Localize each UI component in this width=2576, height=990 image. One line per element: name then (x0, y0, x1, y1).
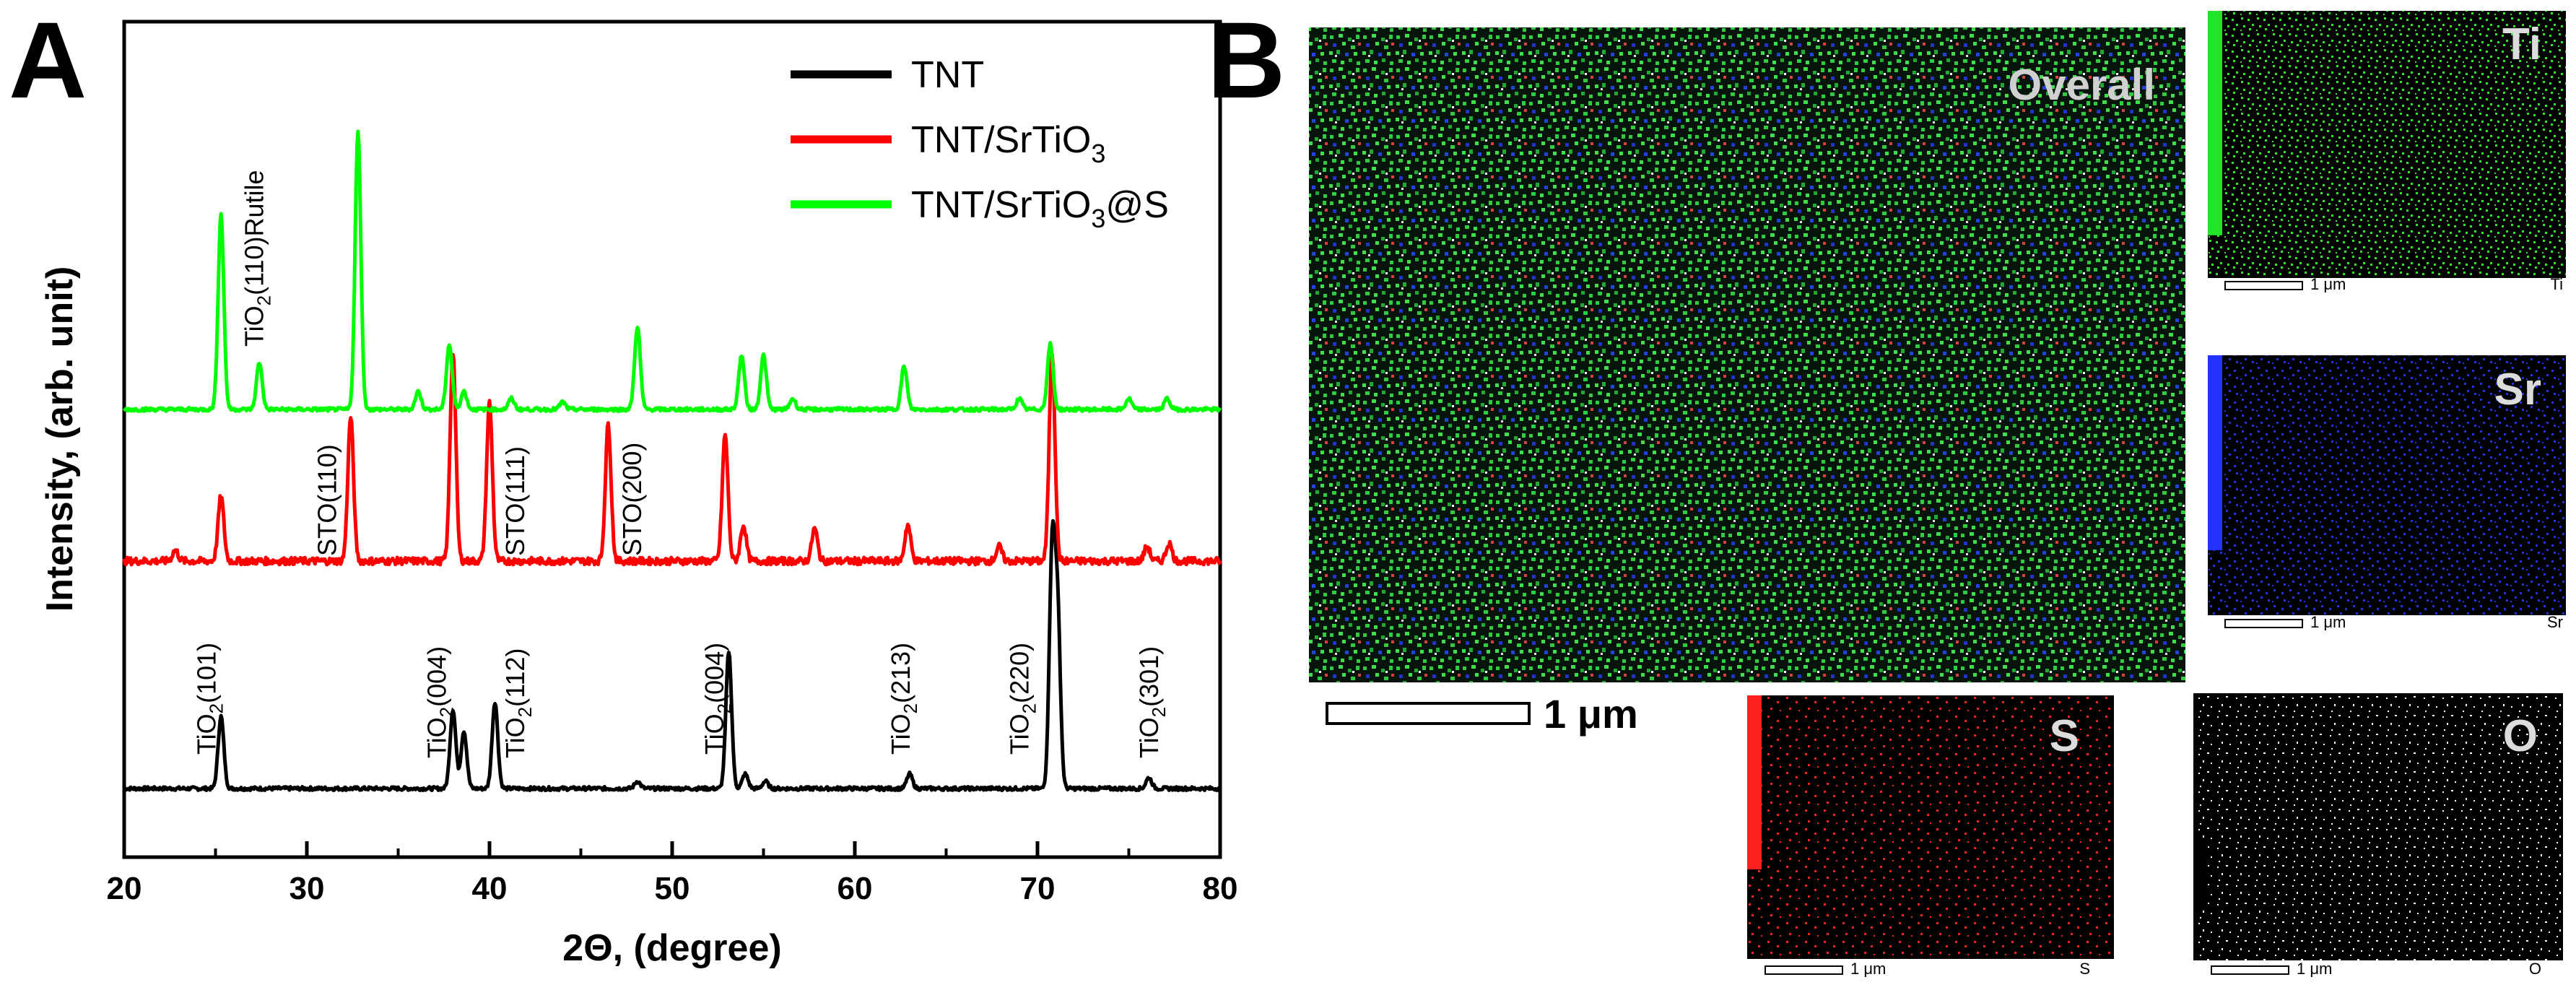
legend-label: TNT (911, 54, 984, 96)
ti-map: Ti 1 μm Ti (2208, 11, 2566, 293)
panel-a-letter: A (9, 0, 87, 121)
y-axis-title: Intensity, (arb. unit) (39, 266, 81, 612)
overall-label: Overall (2009, 61, 2155, 109)
x-tick-label: 70 (1020, 871, 1056, 906)
s-label: S (2050, 711, 2079, 761)
peak-label: TiO2(004) (422, 646, 457, 758)
series-group (122, 129, 1222, 792)
overall-scale-label: 1 μm (1544, 691, 1638, 737)
peak-label: STO(111) (500, 446, 530, 556)
x-tick-label: 20 (107, 871, 142, 906)
overall-map: Overall (1309, 27, 2185, 682)
legend: TNT TNT/SrTiO3 TNT/SrTiO3@S (791, 54, 1169, 233)
o-scale-label: 1 μm (2297, 960, 2332, 978)
peak-label: STO(110) (313, 444, 342, 556)
s-map: S 1 μm S (1747, 695, 2114, 978)
series-line-2 (122, 129, 1222, 413)
s-footer: S (2079, 960, 2090, 978)
series-line-1 (122, 352, 1222, 567)
peak-label: TiO2(110)Rutile (239, 170, 274, 347)
o-footer: O (2529, 960, 2541, 978)
sr-footer: Sr (2547, 613, 2563, 631)
x-tick-label: 50 (655, 871, 690, 906)
sr-scale-label: 1 μm (2310, 613, 2346, 631)
o-label: O (2503, 711, 2538, 761)
panel-b-letter: B (1207, 0, 1285, 121)
ti-scale-label: 1 μm (2310, 275, 2346, 293)
x-axis-title: 2Θ, (degree) (562, 927, 781, 969)
series-line-0 (123, 518, 1222, 792)
ti-label: Ti (2502, 19, 2541, 69)
ti-footer: Ti (2550, 275, 2563, 293)
legend-label: TNT/SrTiO3 (911, 119, 1105, 168)
peak-annotations: TiO2(101) TiO2(004) TiO2(112) TiO2(004) TiO2… (192, 170, 1170, 758)
peak-label: TiO2(220) (1004, 643, 1040, 755)
legend-label: TNT/SrTiO3@S (911, 184, 1169, 233)
o-map: O 1 μm O (2193, 693, 2563, 978)
peak-label: TiO2(004) (700, 643, 735, 755)
x-tick-label: 40 (472, 871, 508, 906)
sr-map: Sr 1 μm Sr (2208, 355, 2566, 631)
o-intensity-bar (2193, 840, 2208, 907)
xrd-chart: 20 30 40 50 60 70 80 TiO2(101) TiO2(004) TiO2(11… (39, 19, 1238, 969)
sr-label: Sr (2494, 365, 2541, 414)
x-tick-label: 60 (837, 871, 873, 906)
peak-label: STO(200) (617, 443, 647, 556)
x-tick-label: 30 (290, 871, 325, 906)
peak-label: TiO2(112) (500, 648, 536, 759)
ti-intensity-bar (2208, 11, 2222, 235)
s-scale-label: 1 μm (1850, 960, 1886, 978)
sr-intensity-bar (2208, 355, 2222, 550)
s-intensity-bar (1747, 695, 1762, 869)
peak-label: TiO2(213) (886, 643, 921, 755)
peak-label: TiO2(301) (1134, 646, 1170, 758)
x-tick-label: 80 (1203, 871, 1238, 906)
overall-scale-bar: 1 μm (1326, 691, 1638, 737)
x-axis: 20 30 40 50 60 70 80 (107, 841, 1238, 906)
peak-label: TiO2(101) (192, 643, 227, 755)
